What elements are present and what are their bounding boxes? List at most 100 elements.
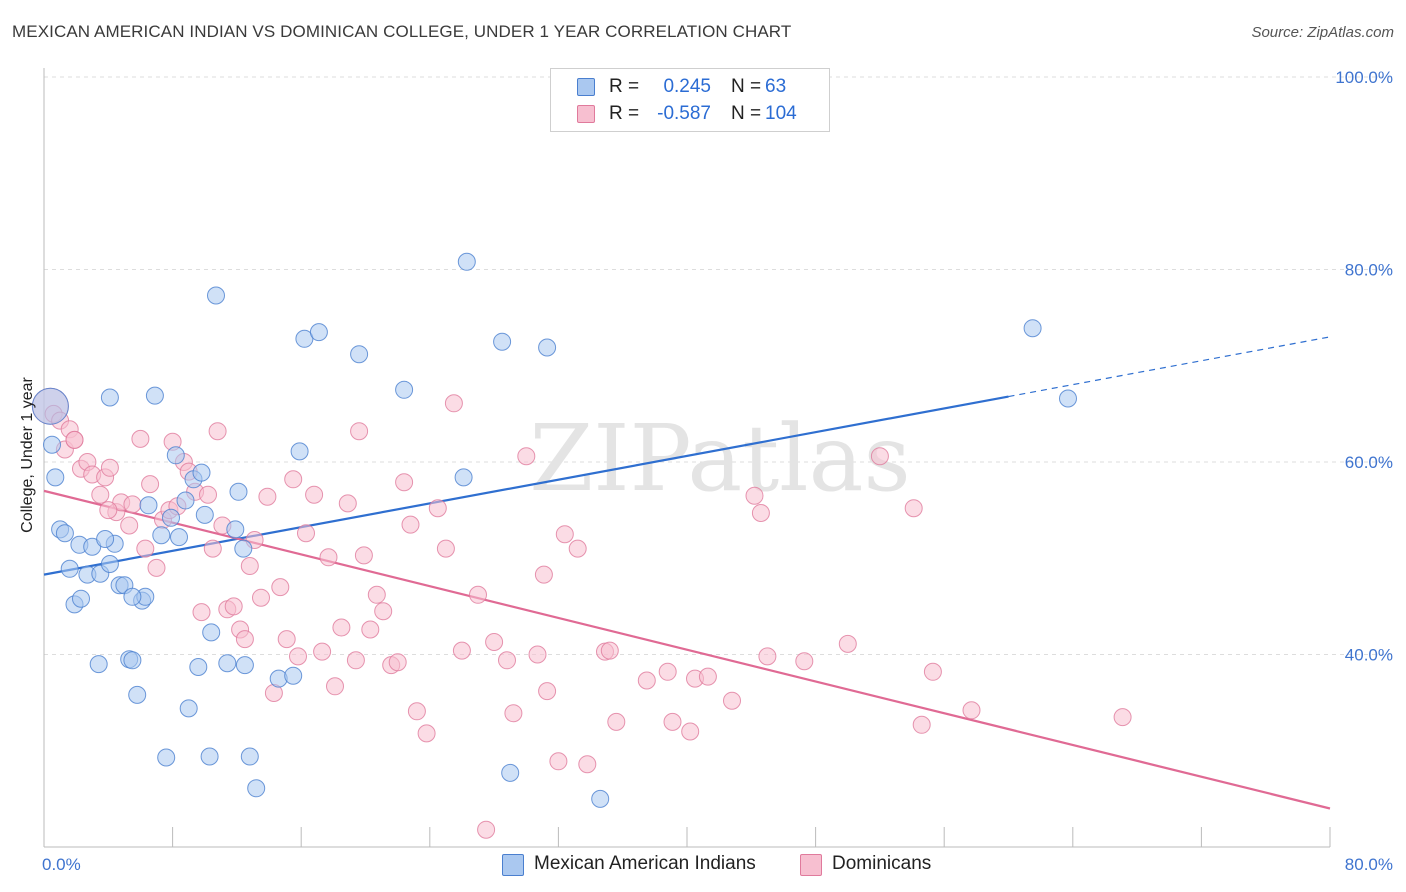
point-dominican <box>528 645 547 664</box>
point-mexican-american-indian <box>179 699 198 718</box>
tick-labels: 40.0% 60.0% 80.0% 100.0% 0.0% 80.0% <box>42 68 1393 874</box>
point-mexican-american-indian <box>457 252 476 271</box>
point-dominican <box>795 652 814 671</box>
chart-title: MEXICAN AMERICAN INDIAN VS DOMINICAN COL… <box>12 22 792 41</box>
point-mexican-american-indian <box>290 442 309 461</box>
point-dominican <box>698 667 717 686</box>
point-dominican <box>962 701 981 720</box>
point-dominican <box>147 558 166 577</box>
legend-row-mexican-american-indians: R = 0.245 N = 63 <box>551 74 829 100</box>
point-mexican-american-indian <box>189 658 208 676</box>
y-tick-label: 40.0% <box>1345 646 1393 665</box>
point-dominican <box>240 557 259 575</box>
pink-swatch <box>577 105 595 123</box>
point-dominican <box>313 642 332 661</box>
point-mexican-american-indian <box>234 539 253 558</box>
point-dominican <box>277 630 296 649</box>
point-dominican <box>758 647 777 666</box>
trend-line-extension-mexican-american-indians <box>1008 336 1331 398</box>
point-dominican <box>912 715 931 734</box>
point-dominican <box>428 499 447 518</box>
point-dominican <box>374 602 393 621</box>
trend-line-dominicans <box>43 489 1331 810</box>
point-mexican-american-indian <box>128 685 147 704</box>
point-mexican-american-indian <box>207 286 225 305</box>
point-dominican <box>388 653 407 672</box>
point-dominican <box>131 429 150 448</box>
point-dominican <box>751 504 770 522</box>
point-mexican-american-indian <box>157 748 176 767</box>
point-dominican <box>477 820 496 839</box>
x-tick-label: 0.0% <box>42 855 81 874</box>
data-points <box>31 252 1132 839</box>
point-dominican <box>258 487 277 506</box>
point-mexican-american-indian <box>195 505 214 524</box>
point-mexican-american-indian <box>89 655 108 674</box>
r-label: R = <box>609 76 640 97</box>
point-dominican <box>100 458 119 477</box>
point-mexican-american-indian <box>501 763 520 782</box>
point-dominican <box>538 682 557 701</box>
point-dominican <box>745 486 764 505</box>
point-mexican-american-indian <box>192 463 211 482</box>
point-dominican <box>444 394 463 413</box>
point-dominican <box>600 641 619 660</box>
point-dominican <box>199 485 217 504</box>
point-dominican <box>141 475 160 494</box>
y-tick-label: 60.0% <box>1345 453 1393 472</box>
point-mexican-american-indian <box>350 345 369 364</box>
point-dominican <box>407 702 426 721</box>
point-dominican <box>338 494 357 513</box>
point-mexican-american-indian <box>226 520 245 539</box>
r-value: -0.587 <box>657 103 711 124</box>
n-value: 104 <box>765 103 797 124</box>
point-mexican-american-indian <box>1059 389 1077 408</box>
point-dominican <box>723 691 741 710</box>
point-dominican <box>498 651 516 670</box>
point-mexican-american-indian <box>269 669 288 688</box>
point-dominican <box>297 524 315 543</box>
x-tick-label: 80.0% <box>1345 855 1393 874</box>
point-dominican <box>305 485 324 504</box>
point-dominican <box>549 752 568 771</box>
point-dominican <box>534 565 553 584</box>
point-dominican <box>332 618 351 637</box>
point-dominican <box>235 630 254 649</box>
blue-swatch <box>577 78 595 96</box>
point-dominican <box>663 712 682 731</box>
point-mexican-american-indian <box>454 468 473 487</box>
legend-label: Dominicans <box>832 853 932 874</box>
point-mexican-american-indian <box>240 747 259 766</box>
point-mexican-american-indian <box>31 387 69 425</box>
point-mexican-american-indian <box>202 623 221 642</box>
point-dominican <box>192 603 211 622</box>
point-mexican-american-indian <box>170 528 188 547</box>
point-dominican <box>452 641 471 660</box>
point-dominican <box>904 499 923 518</box>
y-tick-label: 80.0% <box>1345 261 1393 280</box>
point-mexican-american-indian <box>100 388 119 407</box>
n-label: N = <box>731 103 762 124</box>
point-mexican-american-indian <box>538 338 557 357</box>
point-dominican <box>319 548 338 567</box>
point-dominican <box>870 447 889 466</box>
point-dominican <box>367 585 386 604</box>
r-label: R = <box>609 103 640 124</box>
point-dominican <box>65 430 84 449</box>
point-dominican <box>607 712 626 731</box>
point-dominican <box>838 634 857 653</box>
point-dominican <box>658 662 677 681</box>
point-mexican-american-indian <box>96 530 115 548</box>
point-dominican <box>578 755 597 774</box>
point-mexican-american-indian <box>166 446 185 465</box>
watermark: ZIPatlas <box>529 405 910 512</box>
n-value: 63 <box>765 76 787 97</box>
pink-swatch <box>800 854 822 876</box>
point-dominican <box>136 539 155 558</box>
r-value: 0.245 <box>663 76 711 97</box>
point-dominican <box>401 515 420 534</box>
point-mexican-american-indian <box>60 559 79 578</box>
point-mexican-american-indian <box>123 587 142 606</box>
point-dominican <box>224 597 243 616</box>
